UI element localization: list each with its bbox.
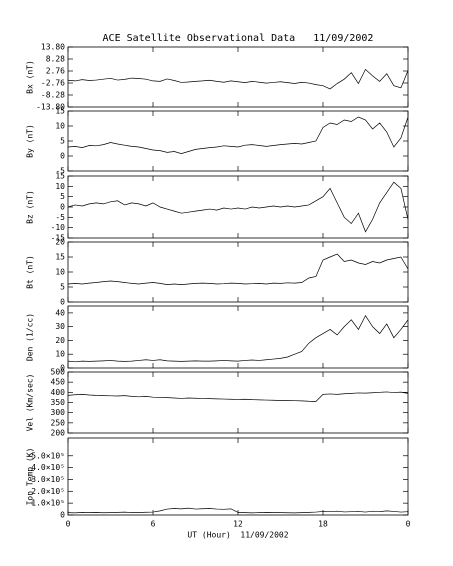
x-tick-label: 0 bbox=[406, 520, 411, 529]
data-line bbox=[67, 391, 409, 402]
y-tick-label: 8.28 bbox=[46, 55, 65, 64]
y-axis-label: By (nT) bbox=[26, 124, 35, 158]
y-tick-label: 5 bbox=[60, 137, 65, 146]
y-tick-label: 5 bbox=[60, 192, 65, 201]
y-tick-label: -2.76 bbox=[41, 79, 65, 88]
y-tick-label: 0 bbox=[60, 364, 65, 373]
y-tick-label: 1.0×10⁵ bbox=[31, 499, 65, 508]
y-tick-label: 250 bbox=[51, 418, 66, 427]
panel-frame bbox=[67, 110, 409, 172]
y-tick-label: 20 bbox=[55, 238, 65, 247]
y-tick-label: 5 bbox=[60, 283, 65, 292]
y-tick-label: 20 bbox=[55, 336, 65, 345]
y-tick-label: 10 bbox=[55, 350, 65, 359]
y-tick-label: 15 bbox=[55, 253, 65, 262]
y-tick-label: 30 bbox=[55, 322, 65, 331]
y-tick-label: -5 bbox=[55, 167, 65, 176]
y-axis-label: Vel (Km/sec) bbox=[26, 374, 35, 432]
y-axis-label: Bt (nT) bbox=[26, 255, 35, 289]
x-tick-label: 0 bbox=[66, 520, 71, 529]
y-tick-label: 450 bbox=[51, 378, 66, 387]
y-tick-label: 2.0×10⁵ bbox=[31, 487, 65, 496]
y-tick-label: 10 bbox=[55, 182, 65, 191]
panel-frame bbox=[67, 46, 409, 108]
y-tick-label: 200 bbox=[51, 429, 66, 438]
y-axis-label: Ion Temp (K) bbox=[26, 448, 35, 506]
panel-frame bbox=[67, 175, 409, 239]
data-line bbox=[67, 253, 409, 285]
y-axis-label: Bx (nT) bbox=[26, 60, 35, 94]
y-tick-label: -10 bbox=[51, 223, 66, 232]
panel-frame bbox=[67, 371, 409, 434]
y-axis-label: Den (1/cc) bbox=[26, 313, 35, 361]
y-tick-label: 400 bbox=[51, 388, 66, 397]
y-tick-label: 5.0×10⁵ bbox=[31, 451, 65, 460]
panel-frame bbox=[67, 305, 409, 369]
y-tick-label: -5 bbox=[55, 213, 65, 222]
y-tick-label: 40 bbox=[55, 308, 65, 317]
y-tick-label: 0 bbox=[60, 511, 65, 520]
y-tick-label: 2.76 bbox=[46, 67, 65, 76]
panel-frame bbox=[67, 437, 409, 516]
y-tick-label: 15 bbox=[55, 172, 65, 181]
y-tick-label: -13.80 bbox=[36, 103, 65, 112]
y-tick-label: 0 bbox=[60, 298, 65, 307]
y-tick-label: 10 bbox=[55, 268, 65, 277]
y-tick-label: 0 bbox=[60, 203, 65, 212]
y-tick-label: 13.80 bbox=[41, 43, 65, 52]
y-tick-label: -8.28 bbox=[41, 91, 65, 100]
y-axis-label: Bz (nT) bbox=[26, 190, 35, 224]
data-line bbox=[67, 314, 409, 363]
x-tick-label: 18 bbox=[318, 520, 328, 529]
data-line bbox=[67, 507, 409, 514]
chart-title: ACE Satellite Observational Data 11/09/2… bbox=[103, 33, 374, 44]
y-tick-label: 0 bbox=[60, 152, 65, 161]
y-tick-label: 10 bbox=[55, 122, 65, 131]
y-tick-label: 300 bbox=[51, 408, 66, 417]
y-tick-label: -15 bbox=[51, 234, 66, 243]
x-tick-label: 6 bbox=[151, 520, 156, 529]
data-line bbox=[67, 68, 409, 90]
data-line bbox=[67, 116, 409, 154]
y-tick-label: 500 bbox=[51, 368, 66, 377]
y-tick-label: 15 bbox=[55, 107, 65, 116]
y-tick-label: 350 bbox=[51, 398, 66, 407]
x-axis-label: UT (Hour) 11/09/2002 bbox=[187, 531, 288, 540]
x-tick-label: 12 bbox=[233, 520, 243, 529]
y-tick-label: 4.0×10⁵ bbox=[31, 463, 65, 472]
y-tick-label: 3.0×10⁵ bbox=[31, 475, 65, 484]
panel-frame bbox=[67, 241, 409, 303]
data-line bbox=[67, 181, 409, 233]
